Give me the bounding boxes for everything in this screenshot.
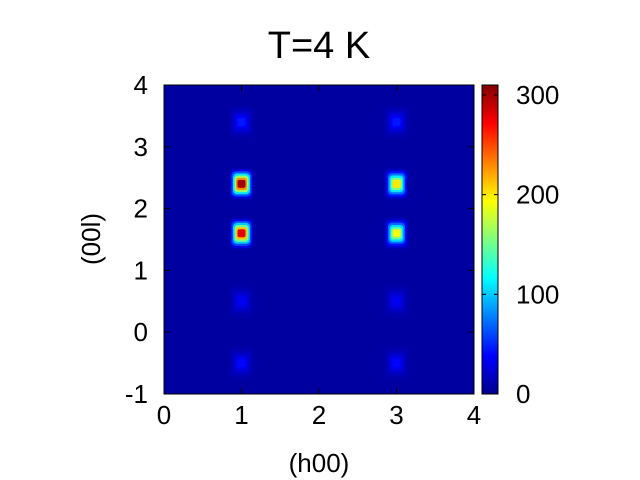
peak-1 — [228, 216, 255, 251]
peak-level — [392, 118, 401, 127]
x-tick-label: 4 — [467, 400, 481, 430]
peak-level — [237, 297, 246, 306]
colorbar-tick-label: 100 — [516, 279, 559, 309]
y-tick-label: 4 — [134, 70, 148, 100]
peak-5 — [383, 105, 410, 140]
peak-level — [392, 179, 401, 188]
y-tick-label: -1 — [125, 379, 148, 409]
chart-title: T=4 K — [268, 25, 370, 67]
y-tick-label: 1 — [134, 255, 148, 285]
peak-level — [237, 118, 246, 127]
peak-3 — [383, 216, 410, 251]
peak-level — [392, 229, 401, 238]
y-tick-label: 3 — [134, 132, 148, 162]
colorbar-tick-label: 200 — [516, 180, 559, 210]
peak-level — [237, 359, 246, 368]
y-tick-label: 0 — [134, 317, 148, 347]
x-axis: 0 1 2 3 4 — [157, 85, 481, 430]
peak-level — [237, 229, 246, 238]
plot-background — [164, 85, 474, 394]
peaks-layer — [228, 105, 410, 381]
peak-0 — [228, 166, 255, 201]
y-tick-label: 2 — [134, 194, 148, 224]
peak-4 — [228, 105, 255, 140]
peak-6 — [228, 284, 255, 319]
peak-level — [392, 297, 401, 306]
x-tick-label: 3 — [389, 400, 403, 430]
x-axis-label: (h00) — [289, 448, 350, 478]
peak-8 — [228, 346, 255, 381]
x-tick-label: 0 — [157, 400, 171, 430]
colorbar-ticks: 0 100 200 300 — [482, 80, 559, 409]
colorbar-tick-label: 300 — [516, 80, 559, 110]
x-tick-label: 2 — [312, 400, 326, 430]
peak-2 — [383, 166, 410, 201]
peak-9 — [383, 346, 410, 381]
peak-level — [392, 359, 401, 368]
y-axis: -1 0 1 2 3 4 — [125, 70, 474, 409]
y-axis-label: (00l) — [76, 213, 106, 265]
peak-7 — [383, 284, 410, 319]
colorbar — [481, 84, 499, 395]
x-tick-label: 1 — [234, 400, 248, 430]
peak-level — [237, 179, 246, 188]
colorbar-tick-label: 0 — [516, 379, 530, 409]
